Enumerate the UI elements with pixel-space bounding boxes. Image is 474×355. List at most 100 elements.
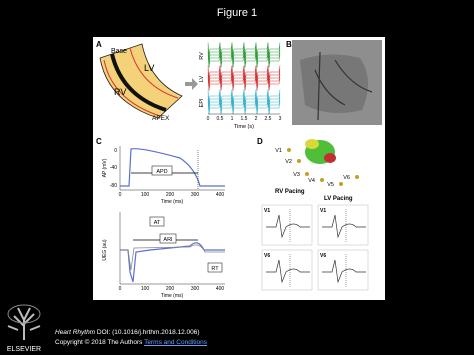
box bbox=[159, 233, 177, 244]
ap-curve bbox=[120, 148, 225, 187]
lead-dot bbox=[355, 175, 359, 179]
trace-label: LV bbox=[199, 76, 205, 83]
signal-trace bbox=[207, 42, 281, 56]
trace-label: EPI bbox=[199, 98, 205, 107]
signal-trace bbox=[207, 51, 281, 65]
signal-trace bbox=[207, 89, 281, 103]
lv-line bbox=[129, 47, 179, 99]
y-tick-label: -80 bbox=[110, 183, 117, 189]
panel-b: B bbox=[286, 40, 382, 125]
signal-trace bbox=[207, 68, 281, 82]
ecg-plots: V1 V1 V6 V6 bbox=[261, 204, 369, 291]
signal-trace bbox=[207, 92, 281, 106]
lead-dot bbox=[320, 178, 324, 182]
footer: Heart Rhythm DOI: (10.1016/j.hrthm.2018.… bbox=[55, 328, 207, 348]
axis-label: AP (mV) bbox=[102, 158, 108, 177]
annotation: ARI bbox=[163, 237, 173, 243]
ecg-box bbox=[261, 249, 313, 291]
arrow bbox=[185, 78, 198, 90]
lead-dot bbox=[297, 159, 301, 163]
panel-label: C bbox=[96, 137, 102, 146]
axis-label: Time (ms) bbox=[161, 293, 184, 299]
ecg-trace bbox=[266, 259, 310, 284]
signal-trace bbox=[207, 98, 281, 112]
x-tick-label: 3 bbox=[279, 116, 282, 122]
annotation: APD bbox=[156, 169, 167, 175]
region-label: APEX bbox=[152, 115, 170, 122]
heart-shadow bbox=[300, 54, 369, 114]
x-ticks: 0 0.5 1 1.5 2 2.5 3 bbox=[207, 116, 282, 122]
ecg-trace bbox=[322, 259, 366, 284]
box bbox=[207, 262, 223, 273]
heart-model bbox=[305, 139, 319, 149]
septum bbox=[110, 53, 167, 112]
signal-trace bbox=[207, 77, 281, 91]
x-ticks: 0 100 200 300 400 bbox=[119, 286, 225, 292]
lead-dot bbox=[305, 172, 309, 176]
lead-label: V6 bbox=[320, 253, 326, 259]
lead-label: V6 bbox=[264, 253, 270, 259]
lead-label: V6 bbox=[343, 175, 350, 181]
x-tick-label: 2.5 bbox=[265, 116, 272, 122]
publisher-name: ELSEVIER bbox=[7, 346, 41, 353]
x-tick-label: 2 bbox=[255, 116, 258, 122]
x-tick-label: 200 bbox=[166, 286, 175, 292]
signal-trace bbox=[207, 45, 281, 59]
signal-trace bbox=[207, 65, 281, 79]
signal-trace bbox=[207, 48, 281, 62]
signal-traces bbox=[207, 42, 281, 115]
panel-label: D bbox=[257, 137, 263, 146]
copyright-line: Copyright © 2018 The Authors Terms and C… bbox=[55, 338, 207, 348]
heart-wedge bbox=[99, 43, 183, 119]
y-tick-label: 0 bbox=[114, 148, 117, 154]
x-tick-label: 1 bbox=[231, 116, 234, 122]
x-tick-label: 0 bbox=[207, 116, 210, 122]
region-label: RV bbox=[114, 87, 126, 97]
ecg-box bbox=[317, 204, 369, 246]
ueg-curve-2 bbox=[120, 244, 225, 271]
section-title: LV Pacing bbox=[324, 196, 353, 202]
annotation: RT bbox=[211, 266, 219, 272]
citation: Heart Rhythm DOI: (10.1016/j.hrthm.2018.… bbox=[55, 328, 207, 338]
x-tick-label: 100 bbox=[141, 192, 150, 198]
signal-trace bbox=[207, 101, 281, 115]
x-tick-label: 200 bbox=[166, 192, 175, 198]
heart-model bbox=[324, 153, 336, 163]
x-tick-label: 0 bbox=[119, 192, 122, 198]
x-tick-label: 0.5 bbox=[217, 116, 224, 122]
lead-label: V4 bbox=[308, 178, 315, 184]
ueg-curve bbox=[120, 242, 225, 283]
publisher-logo: ELSEVIER bbox=[7, 304, 41, 353]
figure-title: Figure 1 bbox=[216, 7, 258, 19]
ecg-trace bbox=[322, 214, 366, 239]
terms-link[interactable]: Terms and Conditions bbox=[144, 339, 207, 346]
y-tick-label: -40 bbox=[110, 165, 117, 171]
signal-trace bbox=[207, 71, 281, 85]
x-ticks: 0 100 200 300 400 bbox=[119, 192, 225, 198]
region-label: Base bbox=[111, 48, 127, 55]
ecg-box bbox=[261, 204, 313, 246]
trace-label: RV bbox=[199, 52, 205, 60]
lead-label: V3 bbox=[293, 172, 300, 178]
signal-trace bbox=[207, 54, 281, 68]
panel-label: A bbox=[96, 40, 102, 49]
x-tick-label: 300 bbox=[191, 192, 200, 198]
section-title: RV Pacing bbox=[275, 189, 305, 195]
x-tick-label: 400 bbox=[216, 192, 225, 198]
axis-label: UEG (au) bbox=[102, 239, 108, 260]
signal-trace bbox=[207, 95, 281, 109]
box bbox=[151, 165, 173, 176]
region-label: LV bbox=[144, 63, 154, 73]
x-tick-label: 100 bbox=[141, 286, 150, 292]
copyright: Copyright © 2018 The Authors bbox=[55, 339, 143, 346]
panel-label: B bbox=[286, 40, 292, 49]
journal: Heart Rhythm bbox=[55, 329, 96, 336]
lead-label: V1 bbox=[275, 148, 282, 154]
lead-label: V1 bbox=[320, 208, 326, 214]
lead-label: V2 bbox=[285, 159, 292, 165]
lead-label: V1 bbox=[264, 208, 270, 214]
panel-c: C APD AP (mV) 0 -40 -80 0 100 200 300 400 Ti… bbox=[96, 137, 225, 299]
